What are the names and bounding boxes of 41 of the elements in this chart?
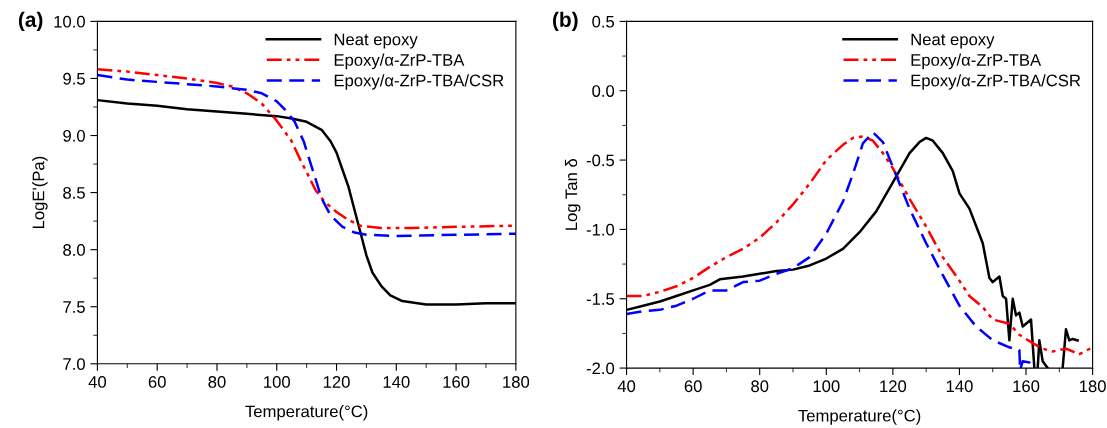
x-tick-label: 160	[1013, 380, 1040, 393]
x-tick-label: 100	[264, 376, 290, 388]
y-tick-label: 7.5	[63, 301, 85, 313]
y-axis-title: LogE'(Pa)	[32, 156, 48, 229]
y-tick-label: 8.0	[63, 244, 85, 256]
y-tick-label: 0.0	[592, 85, 615, 97]
x-tick-label: 120	[880, 380, 907, 393]
y-tick-label: -1.5	[586, 293, 615, 305]
legend-label: Epoxy/α-ZrP-TBA	[911, 53, 1042, 70]
x-tick-label: 60	[148, 376, 166, 388]
legend-label: Neat epoxy	[911, 33, 995, 49]
y-tick-label: -1.0	[586, 223, 615, 236]
text: (b)	[553, 11, 578, 32]
y-tick-label: 8.5	[63, 187, 85, 199]
y-tick-label: 0.5	[592, 15, 615, 28]
x-axis-title: Temperature(°C)	[798, 409, 921, 425]
x-tick-label: 120	[323, 376, 350, 388]
y-tick-label: 9.0	[63, 129, 85, 142]
legend-label: Epoxy/α-ZrP-TBA	[334, 53, 465, 70]
y-tick-label: 7.0	[63, 358, 85, 370]
x-axis-title: Temperature(°C)	[245, 405, 368, 421]
x-tick-label: 60	[684, 380, 702, 393]
x-tick-label: 160	[443, 376, 470, 388]
x-tick-label: 180	[503, 376, 530, 388]
x-tick-label: 40	[617, 380, 636, 393]
x-tick-label: 180	[1079, 380, 1106, 393]
y-tick-label: 10.0	[54, 15, 85, 28]
legend-label: Epoxy/α-ZrP-TBA/CSR	[334, 74, 504, 90]
x-tick-label: 100	[813, 380, 840, 393]
y-tick-label: 9.5	[63, 72, 85, 85]
x-tick-label: 140	[383, 376, 410, 388]
y-tick-label: -2.0	[586, 362, 615, 375]
legend-label: Neat epoxy	[334, 33, 418, 49]
legend-label: Epoxy/α-ZrP-TBA/CSR	[911, 74, 1081, 90]
x-tick-label: 80	[208, 376, 226, 388]
x-tick-label: 40	[88, 376, 107, 388]
y-axis-title: Log Tan δ	[564, 158, 581, 230]
text: (a)	[18, 11, 43, 32]
x-tick-label: 140	[946, 380, 973, 393]
x-tick-label: 80	[751, 380, 769, 393]
y-tick-label: -0.5	[586, 154, 615, 167]
